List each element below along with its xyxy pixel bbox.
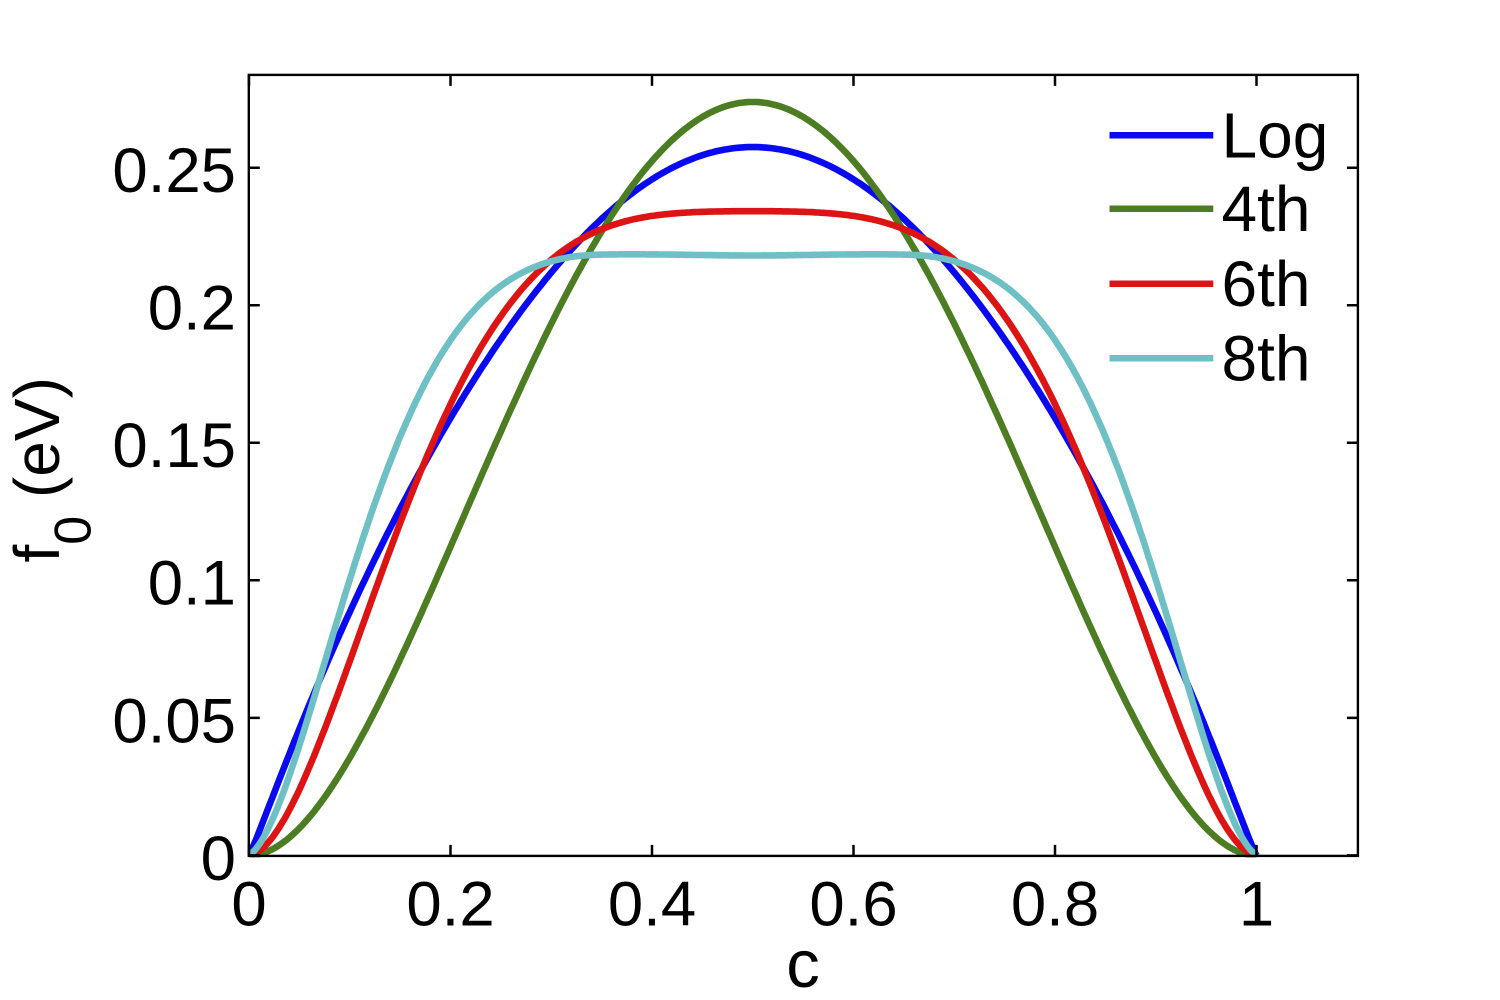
svg-text:c: c: [786, 927, 820, 1000]
svg-text:0.2: 0.2: [148, 274, 236, 344]
svg-text:0.15: 0.15: [112, 411, 236, 481]
svg-text:Log: Log: [1222, 100, 1329, 172]
svg-text:4th: 4th: [1222, 173, 1311, 245]
svg-text:0.2: 0.2: [406, 869, 494, 939]
svg-text:0.8: 0.8: [1011, 869, 1099, 939]
svg-text:0.1: 0.1: [148, 549, 236, 619]
svg-text:0: 0: [231, 869, 266, 939]
svg-text:0.25: 0.25: [112, 136, 236, 206]
svg-text:0.6: 0.6: [809, 869, 897, 939]
svg-text:1: 1: [1239, 869, 1274, 939]
svg-text:8th: 8th: [1222, 323, 1311, 395]
svg-text:6th: 6th: [1222, 248, 1311, 320]
svg-text:0: 0: [201, 824, 236, 894]
svg-text:0.05: 0.05: [112, 686, 236, 756]
svg-text:0.4: 0.4: [608, 869, 696, 939]
